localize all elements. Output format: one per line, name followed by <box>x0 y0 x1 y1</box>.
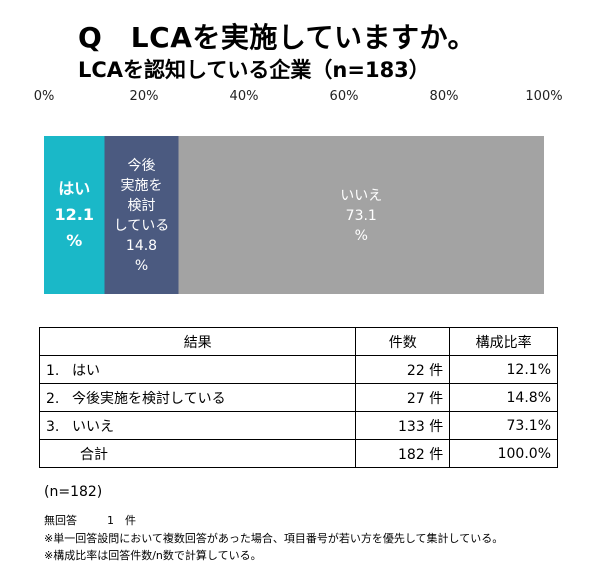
bar-segment <box>104 136 179 294</box>
bar-segment <box>178 136 544 294</box>
row-count: 22 件 <box>355 355 451 384</box>
total-ratio: 100.0% <box>449 439 558 468</box>
bar-segment-label-line: % <box>355 228 368 244</box>
x-tick-label: 100% <box>525 89 562 104</box>
row-count: 27 件 <box>355 383 451 412</box>
bar-segment-label-line: 12.1 <box>55 205 94 224</box>
table-row: 1. はい 22 件 12.1% <box>38 355 558 384</box>
row-text: はい <box>72 362 100 379</box>
header-result: 結果 <box>38 327 357 356</box>
result-table: 結果 件数 構成比率 1. はい 22 件 12.1% 2. 今後実施を検討している… <box>38 327 558 468</box>
page-title: Q LCAを実施していますか。 <box>78 21 476 54</box>
missing-count: 1 件 <box>107 514 136 527</box>
row-label: 2. 今後実施を検討している <box>38 383 357 412</box>
row-text: いいえ <box>72 418 114 435</box>
footnote-line: ※単一回答設問において複数回答があった場合、項目番号が若い方を優先して集計してい… <box>44 532 504 545</box>
bar-segment-label-line: % <box>135 258 148 274</box>
missing-label: 無回答 <box>44 514 77 527</box>
row-text: 今後実施を検討している <box>72 390 226 407</box>
row-label: 1. はい <box>38 355 357 384</box>
x-tick-label: 60% <box>330 89 359 104</box>
table-row: 3. いいえ 133 件 73.1% <box>38 411 558 440</box>
row-number: 2. <box>46 390 60 407</box>
missing-answer-note: 無回答 1 件 <box>44 512 136 528</box>
sample-size-note: (n=182) <box>44 484 103 500</box>
stacked-bar-chart: 0% 20% 40% 60% 80% 100% はい 12.1 % 今後実施を検討している 14.8… <box>34 89 563 294</box>
x-tick-label: 80% <box>430 89 459 104</box>
table-total-row: 合計 182 件 100.0% <box>38 439 558 468</box>
bar-segment-label-line: 73.1 <box>346 208 377 224</box>
page-subtitle: LCAを認知している企業（n=183） <box>78 58 430 82</box>
row-count: 133 件 <box>355 411 451 440</box>
x-tick-label: 20% <box>130 89 159 104</box>
bar-segment-label-line: 14.8 <box>126 238 157 254</box>
bar-segment-label-line: % <box>66 231 82 250</box>
bar-segment-label-line: 実施を <box>121 178 163 194</box>
row-number: 1. <box>46 362 60 379</box>
table-row: 2. 今後実施を検討している 27 件 14.8% <box>38 383 558 412</box>
bar-segment-label: 今後実施を検討している 14.8% <box>114 158 170 274</box>
bar-segment-label-line: いいえ <box>340 188 382 204</box>
bar-segment-label-line: 今後 <box>128 158 156 174</box>
table-header-row: 結果 件数 構成比率 <box>38 327 558 356</box>
bar-segment-label-line: している <box>114 218 170 234</box>
row-label: 3. いいえ <box>38 411 357 440</box>
bar-segment <box>44 136 105 294</box>
header-ratio: 構成比率 <box>449 327 558 356</box>
bar-segment-label: いいえ 73.1% <box>340 188 382 244</box>
header-count: 件数 <box>355 327 451 356</box>
row-ratio: 73.1% <box>449 411 558 440</box>
total-label: 合計 <box>38 439 357 468</box>
row-ratio: 14.8% <box>449 383 558 412</box>
footnote-line: ※構成比率は回答件数/n数で計算している。 <box>44 549 262 562</box>
bar-segment-label-line: 検討 <box>128 198 156 214</box>
x-tick-label: 0% <box>34 89 55 104</box>
bar-segment-label: はい 12.1% <box>55 179 94 250</box>
row-number: 3. <box>46 418 60 435</box>
total-count: 182 件 <box>355 439 451 468</box>
row-ratio: 12.1% <box>449 355 558 384</box>
bar-segment-label-line: はい <box>58 179 90 198</box>
x-tick-label: 40% <box>230 89 259 104</box>
